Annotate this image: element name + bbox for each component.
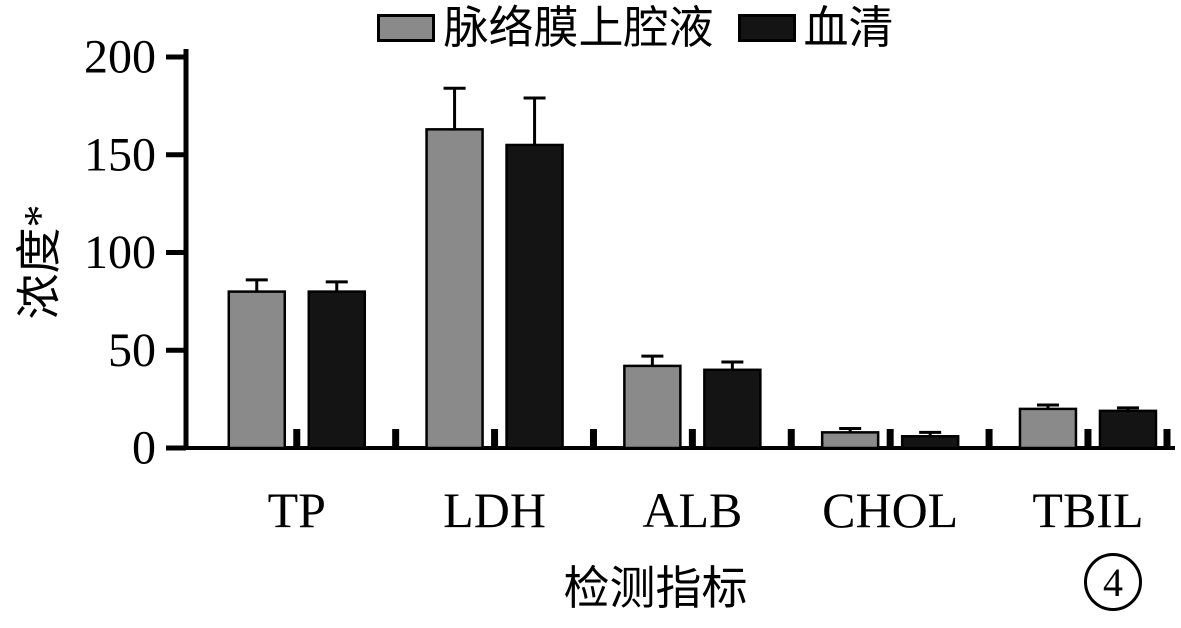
bar-alb-serum xyxy=(703,368,762,450)
figure-number: 4 xyxy=(1103,559,1123,605)
figure-number-badge: 4 xyxy=(1084,553,1142,611)
y-tick-label: 100 xyxy=(84,226,156,279)
bar-ldh-choroidal xyxy=(425,128,484,450)
bar-tbil-serum xyxy=(1098,409,1158,450)
legend-swatch-choroidal xyxy=(377,14,436,42)
bar-ldh-serum xyxy=(505,143,564,450)
bar-tp-choroidal xyxy=(227,290,287,450)
y-tick-label: 200 xyxy=(84,31,156,84)
legend: 脉络膜上腔液 血清 xyxy=(90,2,1181,54)
x-axis-title: 检测指标 xyxy=(563,563,748,614)
bar-chol-choroidal xyxy=(820,431,880,450)
legend-swatch-serum xyxy=(737,14,796,42)
legend-label-serum: 血清 xyxy=(803,2,894,53)
legend-item-choroidal: 脉络膜上腔液 xyxy=(377,2,714,53)
legend-item-serum: 血清 xyxy=(737,2,894,53)
y-tick-label: 150 xyxy=(84,128,156,181)
bar-tbil-choroidal xyxy=(1018,407,1078,450)
y-tick-label: 0 xyxy=(132,422,156,475)
bar-tp-serum xyxy=(307,290,367,450)
x-category-label: CHOL xyxy=(822,482,958,538)
x-category-label: ALB xyxy=(642,482,742,538)
x-category-label: TBIL xyxy=(1032,482,1143,538)
x-category-label: TP xyxy=(268,482,326,538)
x-category-label: LDH xyxy=(443,482,546,538)
bar-chol-serum xyxy=(900,435,960,450)
legend-label-choroidal: 脉络膜上腔液 xyxy=(443,2,714,53)
bar-alb-choroidal xyxy=(623,364,682,450)
y-tick-label: 50 xyxy=(108,324,156,377)
